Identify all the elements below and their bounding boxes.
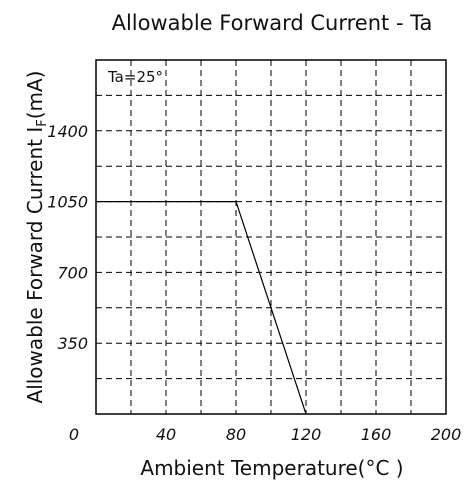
grid-layer: [96, 60, 446, 414]
series-layer: [96, 201, 307, 415]
y-tick-label: 1400: [47, 122, 88, 141]
x-tick-label: 40: [156, 425, 176, 444]
series-line-0: [96, 201, 307, 415]
y-tick-label: 1050: [47, 193, 88, 212]
x-tick-label: 80: [226, 425, 246, 444]
y-tick-labels: 350 700 1050 1400: [47, 122, 88, 353]
condition-annotation: Ta=25°: [107, 68, 163, 86]
x-tick-label: 120: [291, 425, 322, 444]
y-tick-label: 350: [57, 334, 88, 353]
x-axis-label: Ambient Temperature(°C ): [140, 456, 403, 480]
x-tick-label: 160: [361, 425, 392, 444]
x-tick-labels: 0 40 80 120 160 200: [69, 425, 461, 444]
x-tick-label: 200: [431, 425, 462, 444]
y-axis-label: Allowable Forward Current IF(mA): [23, 71, 50, 404]
y-axis-label-subscript: F: [35, 119, 50, 126]
y-axis-label-unit: (mA): [23, 71, 47, 120]
chart-title: Allowable Forward Current - Ta: [112, 11, 433, 35]
y-axis-label-main: Allowable Forward Current I: [23, 127, 47, 404]
plot-frame: [95, 59, 447, 415]
x-tick-label: 0: [69, 425, 79, 444]
y-tick-label: 700: [57, 263, 88, 282]
